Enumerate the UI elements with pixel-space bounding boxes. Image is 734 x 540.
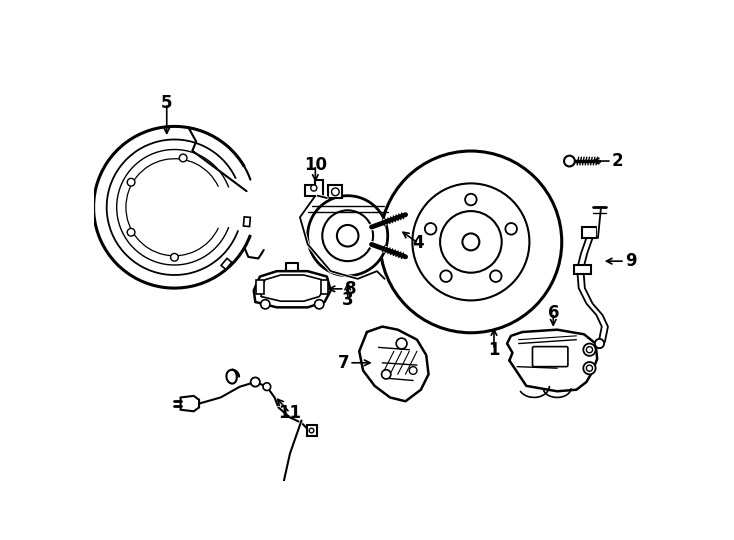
Circle shape (308, 195, 388, 276)
Circle shape (396, 338, 407, 349)
Circle shape (310, 185, 317, 191)
Circle shape (586, 347, 592, 353)
Circle shape (595, 339, 604, 348)
Circle shape (440, 271, 451, 282)
Text: 2: 2 (612, 152, 623, 170)
Polygon shape (328, 185, 342, 198)
Text: 7: 7 (338, 354, 349, 372)
FancyBboxPatch shape (532, 347, 568, 367)
Circle shape (322, 210, 373, 261)
Circle shape (332, 188, 339, 195)
Bar (574, 265, 591, 274)
Polygon shape (307, 425, 317, 436)
Circle shape (584, 362, 595, 374)
Circle shape (506, 223, 517, 234)
Circle shape (465, 194, 476, 205)
Bar (221, 258, 232, 269)
Text: 4: 4 (413, 234, 424, 252)
Text: 1: 1 (488, 341, 500, 359)
Text: 11: 11 (278, 404, 302, 422)
Text: 5: 5 (161, 94, 172, 112)
Circle shape (425, 223, 437, 234)
Circle shape (413, 184, 529, 300)
Circle shape (315, 300, 324, 309)
Circle shape (586, 365, 592, 372)
Text: 10: 10 (304, 156, 327, 174)
Circle shape (337, 225, 358, 247)
Circle shape (179, 154, 187, 162)
Circle shape (490, 271, 501, 282)
Circle shape (410, 367, 417, 374)
Text: 8: 8 (344, 280, 356, 298)
Circle shape (380, 151, 562, 333)
Polygon shape (305, 180, 323, 195)
Polygon shape (181, 396, 199, 411)
Circle shape (382, 370, 390, 379)
Circle shape (127, 228, 135, 236)
Circle shape (462, 233, 479, 251)
Circle shape (170, 253, 178, 261)
Bar (244, 217, 250, 227)
Circle shape (261, 300, 270, 309)
Circle shape (584, 343, 595, 356)
Text: 6: 6 (548, 303, 559, 322)
Bar (321, 280, 328, 294)
Bar (582, 227, 597, 238)
Text: 3: 3 (342, 292, 354, 309)
Text: 9: 9 (625, 252, 636, 270)
Circle shape (440, 211, 501, 273)
Circle shape (263, 383, 271, 390)
Bar (256, 280, 264, 294)
Circle shape (309, 428, 314, 433)
Circle shape (564, 156, 575, 166)
Circle shape (251, 377, 260, 387)
Circle shape (127, 178, 135, 186)
